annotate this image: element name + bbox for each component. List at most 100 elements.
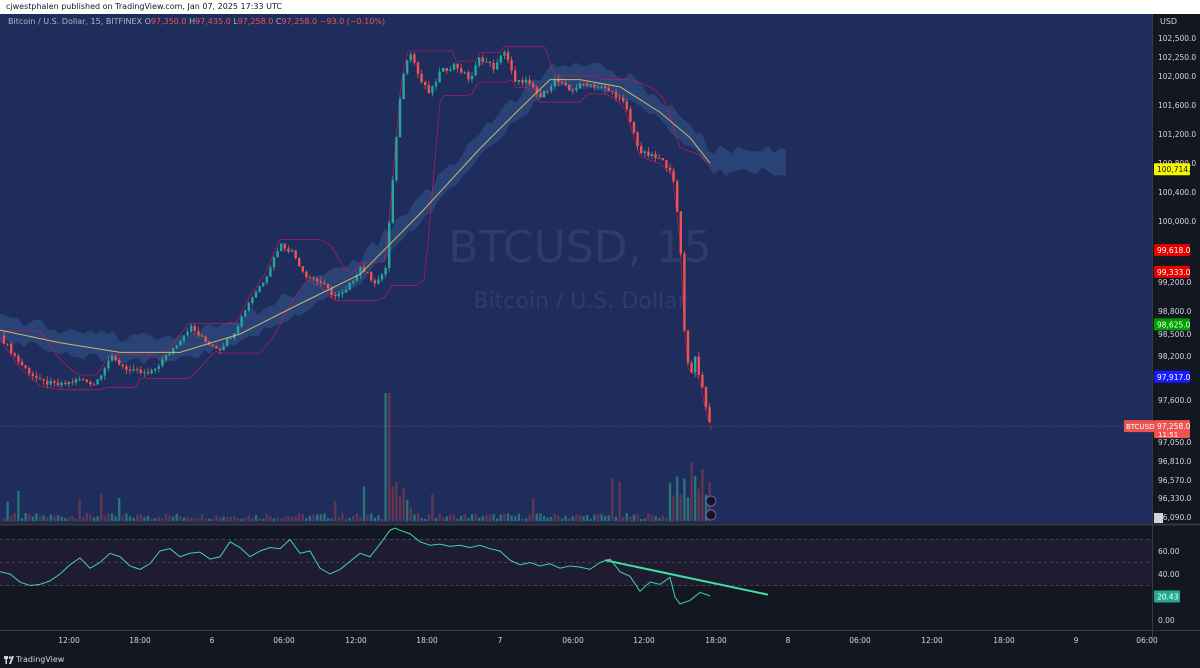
volume-bar — [683, 478, 686, 521]
candle-body — [161, 359, 164, 367]
last-price-box — [1154, 420, 1190, 439]
volume-bar — [305, 518, 308, 521]
publisher-text: cjwestphalen published on TradingView.co… — [6, 2, 282, 11]
volume-bar — [17, 490, 20, 521]
footer-brand: TradingView — [16, 655, 65, 664]
candle-body — [614, 91, 618, 98]
volume-bar — [402, 488, 405, 521]
candle-body — [668, 167, 672, 171]
candle-body — [298, 258, 301, 267]
candle-body — [53, 381, 56, 383]
candle-body — [190, 325, 193, 332]
time-tick-label: 06:00 — [562, 636, 584, 645]
price-tick-label: 101,200.0 — [1158, 130, 1196, 139]
volume-bar — [182, 517, 186, 521]
volume-bar — [388, 393, 391, 521]
volume-bar — [316, 514, 319, 521]
candle-body — [74, 379, 78, 383]
volume-bar — [258, 517, 261, 521]
candle-body — [460, 68, 463, 73]
volume-bar — [204, 518, 207, 521]
volume-bar — [449, 514, 452, 521]
volume-bar — [442, 517, 445, 521]
candle-body — [391, 180, 394, 223]
volume-bar — [550, 517, 553, 521]
candle-body — [478, 57, 481, 66]
envelope-upper — [0, 46, 713, 376]
volume-bar — [190, 517, 193, 521]
price-tick-label: 102,500.0 — [1158, 34, 1196, 43]
volume-bar — [524, 518, 528, 521]
candle-body — [427, 85, 430, 93]
add-indicator-icon[interactable] — [705, 495, 717, 507]
candle-body — [496, 62, 499, 70]
volume-bar — [431, 494, 434, 521]
volume-bar — [283, 516, 286, 521]
volume-bar — [596, 513, 600, 521]
volume-bar — [96, 516, 99, 521]
candle-body — [596, 86, 600, 88]
candle-body — [229, 337, 232, 339]
volume-bar — [395, 482, 398, 521]
time-tick-label: 18:00 — [705, 636, 727, 645]
volume-bar — [251, 518, 254, 521]
candle-body — [82, 379, 85, 381]
moving-average-line — [0, 79, 711, 353]
candle-body — [269, 267, 272, 277]
candle-body — [622, 98, 625, 102]
volume-bar — [686, 497, 690, 521]
candle-body — [463, 72, 466, 74]
volume-bar — [359, 516, 362, 521]
volume-bar — [553, 513, 556, 521]
volume-bar — [380, 518, 384, 521]
volume-bar — [539, 513, 542, 521]
volume-bar — [229, 516, 232, 521]
volume-bar — [132, 517, 135, 521]
candle-body — [373, 280, 376, 284]
candle-body — [546, 90, 549, 92]
candle-body — [377, 279, 380, 284]
candle-body — [553, 78, 556, 87]
candle-body — [96, 379, 99, 385]
candle-body — [571, 89, 574, 91]
candle-body — [78, 379, 81, 381]
candle-body — [690, 362, 693, 373]
candle-body — [67, 382, 70, 385]
candle-body — [46, 380, 49, 385]
volume-bar — [377, 515, 380, 521]
candle-body — [283, 243, 286, 249]
legend-open: 97,350.0 — [150, 17, 187, 26]
candle-body — [254, 292, 258, 298]
candle-body — [467, 72, 470, 80]
volume-bar — [643, 518, 646, 521]
symbol-badge-label: BTCUSD — [1126, 423, 1155, 431]
symbol-badge — [1124, 420, 1154, 433]
rsi-trendline[interactable] — [604, 559, 769, 596]
volume-bar — [35, 513, 38, 521]
price-tick-label: 100,400.0 — [1158, 188, 1196, 197]
volume-bar — [532, 498, 535, 521]
candle-body — [528, 79, 531, 84]
volume-bar — [265, 514, 268, 521]
volume-bar — [10, 515, 13, 521]
candle-body — [118, 360, 121, 365]
alert-icon[interactable] — [705, 509, 717, 521]
volume-bar — [409, 507, 412, 521]
volume-bar — [118, 497, 121, 521]
candle-body — [647, 151, 650, 156]
volume-bar — [276, 517, 279, 521]
pane-badge[interactable] — [1154, 513, 1163, 523]
volume-bar — [330, 518, 333, 521]
volume-bar — [488, 514, 492, 521]
candle-body — [323, 283, 326, 285]
candle-body — [532, 83, 535, 88]
candle-body — [359, 267, 362, 275]
candle-body — [344, 289, 348, 293]
volume-bar — [560, 518, 564, 521]
candle-body — [341, 292, 344, 294]
candle-body — [560, 81, 564, 83]
volume-bar — [215, 515, 218, 521]
candle-body — [143, 371, 146, 373]
candle-body — [665, 160, 668, 168]
